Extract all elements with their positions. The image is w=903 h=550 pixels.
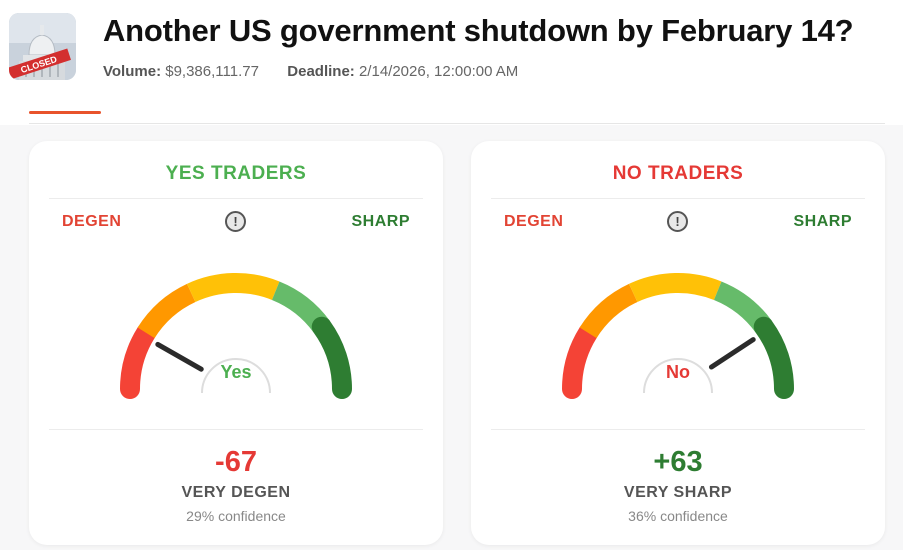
market-header: CLOSED Another US government shutdown by…: [0, 0, 903, 125]
info-icon[interactable]: !: [225, 211, 246, 232]
volume-value: $9,386,111.77: [165, 63, 259, 80]
gauge-segment: [562, 322, 599, 399]
market-meta: Volume: $9,386,111.77 Deadline: 2/14/202…: [103, 63, 518, 80]
card-divider: [491, 198, 865, 199]
header-divider: [29, 123, 885, 124]
market-title: Another US government shutdown by Februa…: [103, 13, 854, 48]
gauge-arc: [120, 273, 352, 399]
sharpness-score: -67: [215, 446, 257, 478]
market-thumbnail: CLOSED: [9, 13, 76, 80]
sharpness-score: +63: [653, 446, 703, 478]
sharp-label: SHARP: [793, 213, 852, 230]
confidence-text: 29% confidence: [186, 508, 286, 524]
gauge-side-label: Yes: [220, 362, 251, 382]
yes-traders-card: YES TRADERS DEGEN ! SHARP Yes -67 VERY D…: [29, 141, 443, 545]
confidence-text: 36% confidence: [628, 508, 728, 524]
volume-label: Volume:: [103, 63, 162, 80]
card-divider: [49, 198, 423, 199]
gauge-side-label: No: [666, 362, 690, 382]
gauge-segment: [753, 316, 794, 399]
deadline-value: 2/14/2026, 12:00:00 AM: [358, 63, 519, 80]
sharpness-gauge: Yes: [120, 273, 352, 399]
sharp-label: SHARP: [351, 213, 410, 230]
card-divider: [49, 429, 423, 430]
gauge-segment: [137, 283, 196, 339]
gauge-segment: [120, 322, 157, 399]
gauge-segment: [628, 273, 722, 303]
sharpness-gauge: No: [562, 273, 794, 399]
card-divider: [491, 429, 865, 430]
gauge-needle: [708, 337, 756, 370]
gauge-segment: [579, 283, 638, 339]
card-title: YES TRADERS: [165, 163, 307, 184]
info-icon[interactable]: !: [667, 211, 688, 232]
verdict-label: VERY SHARP: [623, 484, 733, 501]
degen-label: DEGEN: [504, 213, 564, 230]
gauge-hub: [643, 358, 713, 394]
degen-label: DEGEN: [62, 213, 122, 230]
gauge-segment: [186, 273, 280, 303]
card-title: NO TRADERS: [612, 163, 744, 184]
deadline-label: Deadline:: [287, 63, 355, 80]
gauge-arc: [562, 273, 794, 399]
active-tab-indicator[interactable]: [29, 111, 101, 114]
gauge-hub: [201, 358, 271, 394]
no-traders-card: NO TRADERS DEGEN ! SHARP No +63 VERY SHA…: [471, 141, 885, 545]
gauge-needle: [155, 341, 204, 372]
verdict-label: VERY DEGEN: [181, 484, 291, 501]
gauge-segment: [311, 316, 352, 399]
